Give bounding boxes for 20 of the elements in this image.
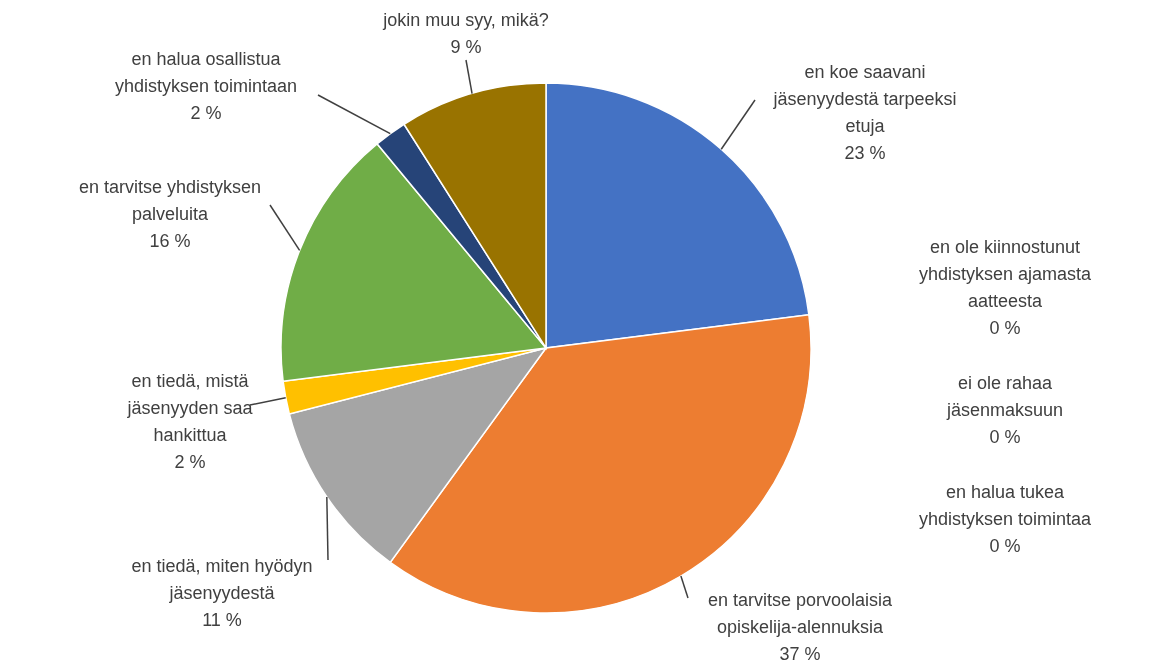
slice-label: en tarvitse porvoolaisia opiskelija-alennuksia — [707, 590, 894, 637]
slice-label: en tiedä, miten hyödyn jäsenyydestä — [131, 556, 313, 603]
data-label: 11 % — [202, 610, 242, 630]
data-label: 23 % — [844, 143, 886, 163]
category-label: en halua tukea yhdistyksen toimintaa — [918, 482, 1092, 529]
data-label: 9 % — [450, 37, 482, 57]
data-label: 2 % — [174, 452, 206, 472]
category-label: ei ole rahaa jäsenmaksuun — [946, 373, 1064, 420]
slice-label: en koe saavani jäsenyydestä tarpeeksi etuja — [772, 62, 957, 136]
text: 0 % — [989, 536, 1021, 556]
slice-label: en tarvitse yhdistyksen palveluita — [78, 177, 262, 224]
data-label: 16 % — [149, 231, 191, 251]
text: 0 % — [989, 318, 1021, 338]
text: 0 % — [989, 427, 1021, 447]
data-label: 2 % — [190, 103, 222, 123]
slice-label: jokin muu syy, mikä? — [382, 10, 549, 30]
slice-label: en halua osallistua yhdistyksen toimintaan — [114, 49, 298, 96]
data-label: 37 % — [779, 644, 821, 664]
category-label: en ole kiinnostunut yhdistyksen ajamasta aatteesta — [918, 237, 1092, 311]
slice-label: en tiedä, mistä jäsenyyden saa hankittua — [126, 371, 254, 445]
